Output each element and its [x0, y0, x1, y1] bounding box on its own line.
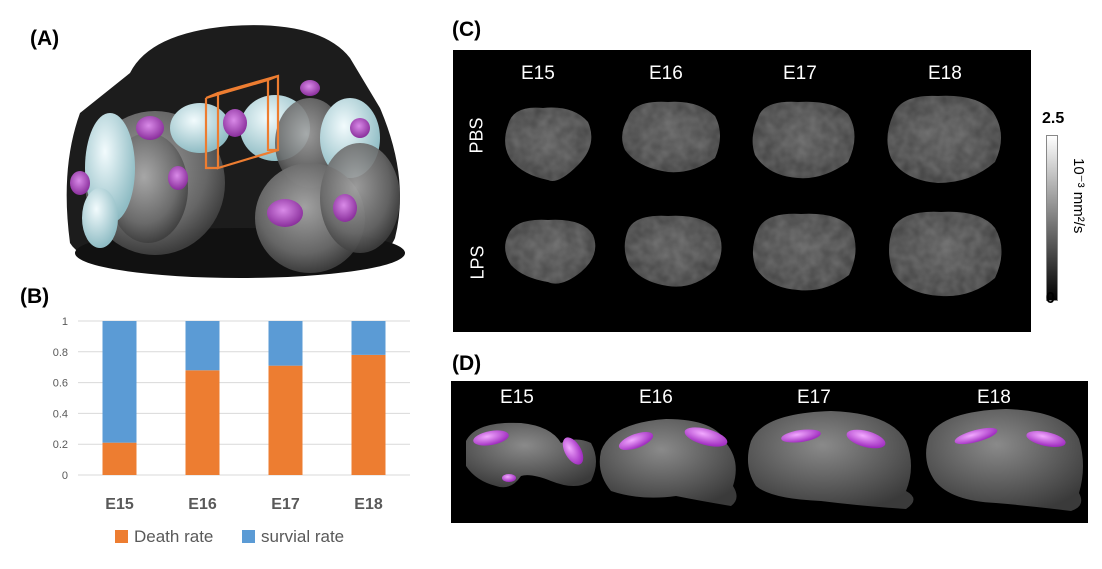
x-tick-label: E18: [354, 496, 383, 513]
y-tick-label: 0.4: [53, 408, 68, 420]
panel-a-3d-rendering: [66, 25, 405, 278]
brain-slice-pbs-e15: [505, 107, 592, 181]
brain-render-e16: [599, 419, 737, 506]
brain-render-e18: [926, 409, 1083, 511]
column-header-d-e16: E16: [639, 387, 673, 408]
brain-slice-pbs-e18: [887, 95, 1002, 183]
brain-render-e15: [466, 422, 596, 488]
x-tick-label: E17: [271, 496, 300, 513]
panel-label-a: (A): [30, 27, 60, 50]
legend-label-death: Death rate: [134, 527, 213, 546]
legend-swatch-survival: [242, 530, 255, 543]
legend-swatch-death: [115, 530, 128, 543]
column-header-d-e17: E17: [797, 387, 831, 408]
column-header-e17: E17: [783, 63, 817, 84]
brain-slice-lps-e17: [752, 213, 856, 291]
column-header-d-e18: E18: [977, 387, 1011, 408]
panel-label-b: (B): [20, 285, 50, 308]
brain-render-e17: [747, 411, 914, 509]
x-tick-label: E16: [188, 496, 217, 513]
colorbar-max-label: 2.5: [1042, 110, 1065, 127]
colorbar-unit-label: 10⁻³ mm²/s: [1070, 158, 1087, 234]
column-header-d-e15: E15: [500, 387, 534, 408]
column-header-e18: E18: [928, 63, 962, 84]
x-tick-label: E15: [105, 496, 134, 513]
y-tick-label: 1: [62, 316, 68, 328]
colorbar-gradient: [1046, 135, 1058, 301]
bar-death-e16: [185, 370, 220, 475]
y-tick-label: 0.8: [53, 347, 68, 359]
brain-slice-lps-e18: [889, 211, 1002, 297]
orange-cube-outline: [204, 74, 280, 170]
panel-label-d: (D): [452, 352, 482, 375]
bar-survival-e16: [185, 321, 220, 371]
colorbar-min-label: 0: [1046, 290, 1055, 307]
brain-slice-pbs-e17: [752, 101, 855, 179]
y-tick-label: 0.6: [53, 378, 68, 390]
brain-slice-lps-e16: [624, 215, 722, 287]
brain-slice-lps-e15: [505, 219, 596, 284]
panel-c-adc-maps: E15 E16 E17 E18 PBS LPS: [453, 50, 1031, 332]
y-tick-label: 0.2: [53, 439, 68, 451]
bar-survival-e15: [102, 321, 137, 443]
legend-label-survival: survial rate: [261, 527, 344, 546]
panel-label-c: (C): [452, 18, 482, 41]
colorbar: 2.5 0 10⁻³ mm²/s: [1036, 108, 1102, 318]
y-tick-label: 0: [62, 470, 68, 482]
column-header-e16: E16: [649, 63, 683, 84]
panel-b-stacked-bar-chart: 0 0.2 0.4 0.6 0.8 1 E15 E16 E17 E18 Death rate surv…: [53, 316, 410, 546]
bar-survival-e17: [268, 321, 303, 366]
column-header-e15: E15: [521, 63, 555, 84]
bar-death-e17: [268, 365, 303, 475]
bar-survival-e18: [351, 321, 386, 355]
bar-death-e15: [102, 442, 137, 475]
bar-death-e18: [351, 354, 386, 475]
panel-d-3d-brain-renderings: E15 E16 E17 E18: [451, 381, 1088, 523]
brain-slice-pbs-e16: [622, 101, 720, 173]
